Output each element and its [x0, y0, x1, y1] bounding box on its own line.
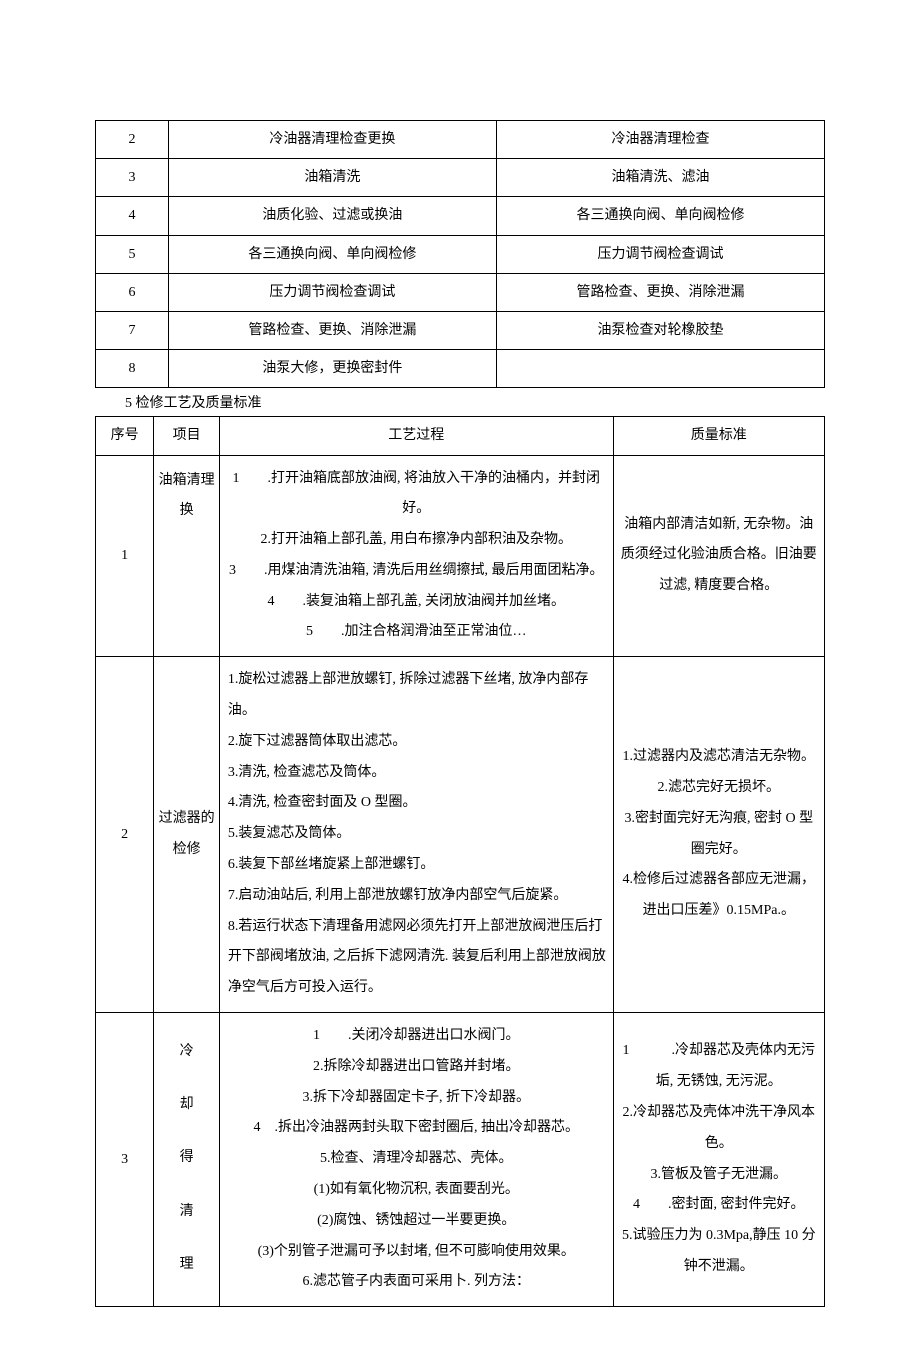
process-line: 8.若运行状态下清理备用滤网必须先打开上部泄放阀泄压后打开下部阀堵放油, 之后拆… [228, 912, 607, 1004]
cell-num: 4 [96, 197, 169, 235]
cell-a: 油质化验、过滤或换油 [168, 197, 496, 235]
table-row: 7管路检查、更换、消除泄漏油泵检查对轮橡胶垫 [96, 311, 825, 349]
process-line: 5.检查、清理冷却器芯、壳体。 [226, 1144, 607, 1175]
cell-num: 6 [96, 273, 169, 311]
cell-num: 1 [96, 455, 154, 657]
section-heading: 5 检修工艺及质量标准 [95, 388, 825, 416]
table-row: 4油质化验、过滤或换油各三通换向阀、单向阀检修 [96, 197, 825, 235]
quality-line: 2.滤芯完好无损坏。 [620, 773, 818, 804]
process-line: 3.拆下冷却器固定卡子, 折下冷却器。 [226, 1083, 607, 1114]
proj-char: 清 [158, 1185, 215, 1238]
header-process: 工艺过程 [219, 417, 613, 455]
cell-proj: 冷却得清理 [154, 1013, 220, 1307]
cell-b: 油箱清洗、滤油 [496, 159, 824, 197]
process-line: 3.清洗, 检查滤芯及筒体。 [228, 758, 607, 789]
process-line: 4.清洗, 检查密封面及 O 型圈。 [228, 788, 607, 819]
quality-line: 4.检修后过滤器各部应无泄漏，进出口压差》0.15MPa.。 [620, 865, 818, 927]
table-row: 2冷油器清理检查更换冷油器清理检查 [96, 121, 825, 159]
process-quality-table: 序号 项目 工艺过程 质量标准 1油箱清理换1 .打开油箱底部放油阀, 将油放入… [95, 416, 825, 1307]
quality-line: 3.密封面完好无沟痕, 密封 O 型圈完好。 [620, 804, 818, 866]
cell-num: 3 [96, 159, 169, 197]
cell-a: 各三通换向阀、单向阀检修 [168, 235, 496, 273]
proj-text-line: 检修 [173, 842, 201, 857]
cell-b: 管路检查、更换、消除泄漏 [496, 273, 824, 311]
cell-b: 冷油器清理检查 [496, 121, 824, 159]
header-quality: 质量标准 [613, 417, 824, 455]
cell-a: 油泵大修，更换密封件 [168, 350, 496, 388]
cell-process: 1 .关闭冷却器进出口水阀门。2.拆除冷却器进出口管路并封堵。3.拆下冷却器固定… [219, 1013, 613, 1307]
cell-num: 3 [96, 1013, 154, 1307]
cell-num: 2 [96, 657, 154, 1013]
cell-quality: 油箱内部清洁如新, 无杂物。油质须经过化验油质合格。旧油要过滤, 精度要合格。 [613, 455, 824, 657]
cell-b: 各三通换向阀、单向阀检修 [496, 197, 824, 235]
cell-num: 5 [96, 235, 169, 273]
process-line: 4 .装复油箱上部孔盖, 关闭放油阀并加丝堵。 [226, 587, 607, 618]
quality-line: 1.过滤器内及滤芯清洁无杂物。 [620, 742, 818, 773]
process-line: 2.拆除冷却器进出口管路并封堵。 [226, 1052, 607, 1083]
process-line: 5.装复滤芯及筒体。 [228, 819, 607, 850]
cell-a: 冷油器清理检查更换 [168, 121, 496, 159]
cell-process: 1 .打开油箱底部放油阀, 将油放入干净的油桶内，并封闭好。2.打开油箱上部孔盖… [219, 455, 613, 657]
quality-line: 3.管板及管子无泄漏。 [620, 1160, 818, 1191]
process-line: 5 .加注合格润滑油至正常油位… [226, 617, 607, 648]
proj-text-line: 换 [180, 503, 194, 518]
maintenance-items-table: 2冷油器清理检查更换冷油器清理检查3油箱清洗油箱清洗、滤油4油质化验、过滤或换油… [95, 120, 825, 388]
proj-char: 得 [158, 1131, 215, 1184]
table-row: 8油泵大修，更换密封件 [96, 350, 825, 388]
process-line: 1 .打开油箱底部放油阀, 将油放入干净的油桶内，并封闭好。 [226, 464, 607, 526]
proj-char: 冷 [158, 1025, 215, 1078]
cell-num: 8 [96, 350, 169, 388]
cell-a: 管路检查、更换、消除泄漏 [168, 311, 496, 349]
quality-line: 1 .冷却器芯及壳体内无污垢, 无锈蚀, 无污泥。 [620, 1036, 818, 1098]
process-line: (2)腐蚀、锈蚀超过一半要更换。 [226, 1206, 607, 1237]
proj-text-line: 油箱清理 [159, 473, 215, 488]
cell-a: 压力调节阀检查调试 [168, 273, 496, 311]
process-line: 1.旋松过滤器上部泄放螺钉, 拆除过滤器下丝堵, 放净内部存油。 [228, 665, 607, 727]
process-line: 2.旋下过滤器筒体取出滤芯。 [228, 727, 607, 758]
process-line: (1)如有氧化物沉积, 表面要刮光。 [226, 1175, 607, 1206]
process-line: 6.滤芯管子内表面可采用卜. 列方法： [226, 1267, 607, 1298]
table-row: 2过滤器的检修1.旋松过滤器上部泄放螺钉, 拆除过滤器下丝堵, 放净内部存油。2… [96, 657, 825, 1013]
proj-char: 却 [158, 1078, 215, 1131]
cell-a: 油箱清洗 [168, 159, 496, 197]
cell-process: 1.旋松过滤器上部泄放螺钉, 拆除过滤器下丝堵, 放净内部存油。2.旋下过滤器筒… [219, 657, 613, 1013]
header-proj: 项目 [154, 417, 220, 455]
quality-line: 5.试验压力为 0.3Mpa,静压 10 分钟不泄漏。 [620, 1221, 818, 1283]
cell-proj: 过滤器的检修 [154, 657, 220, 1013]
process-line: (3)个别管子泄漏可予以封堵, 但不可膨响使用效果。 [226, 1237, 607, 1268]
cell-b: 油泵检查对轮橡胶垫 [496, 311, 824, 349]
process-line: 1 .关闭冷却器进出口水阀门。 [226, 1021, 607, 1052]
cell-num: 7 [96, 311, 169, 349]
table-row: 3油箱清洗油箱清洗、滤油 [96, 159, 825, 197]
process-line: 7.启动油站后, 利用上部泄放螺钉放净内部空气后旋紧。 [228, 881, 607, 912]
quality-line: 4 .密封面, 密封件完好。 [620, 1190, 818, 1221]
process-line: 6.装复下部丝堵旋紧上部泄螺钉。 [228, 850, 607, 881]
table-row: 3冷却得清理1 .关闭冷却器进出口水阀门。2.拆除冷却器进出口管路并封堵。3.拆… [96, 1013, 825, 1307]
header-num: 序号 [96, 417, 154, 455]
table-row: 6压力调节阀检查调试管路检查、更换、消除泄漏 [96, 273, 825, 311]
table-row: 5各三通换向阀、单向阀检修压力调节阀检查调试 [96, 235, 825, 273]
process-line: 4 .拆出冷油器两封头取下密封圈后, 抽出冷却器芯。 [226, 1113, 607, 1144]
process-line: 2.打开油箱上部孔盖, 用白布擦净内部积油及杂物。 [226, 525, 607, 556]
table-row: 1油箱清理换1 .打开油箱底部放油阀, 将油放入干净的油桶内，并封闭好。2.打开… [96, 455, 825, 657]
cell-b: 压力调节阀检查调试 [496, 235, 824, 273]
cell-num: 2 [96, 121, 169, 159]
table2-header-row: 序号 项目 工艺过程 质量标准 [96, 417, 825, 455]
cell-proj: 油箱清理换 [154, 455, 220, 657]
proj-char: 理 [158, 1238, 215, 1291]
cell-quality: 1 .冷却器芯及壳体内无污垢, 无锈蚀, 无污泥。2.冷却器芯及壳体冲洗干净风本… [613, 1013, 824, 1307]
proj-text-line: 过滤器的 [159, 811, 215, 826]
cell-quality: 1.过滤器内及滤芯清洁无杂物。2.滤芯完好无损坏。3.密封面完好无沟痕, 密封 … [613, 657, 824, 1013]
process-line: 3 .用煤油清洗油箱, 清洗后用丝绸擦拭, 最后用面团粘净。 [226, 556, 607, 587]
cell-b [496, 350, 824, 388]
quality-line: 2.冷却器芯及壳体冲洗干净风本色。 [620, 1098, 818, 1160]
